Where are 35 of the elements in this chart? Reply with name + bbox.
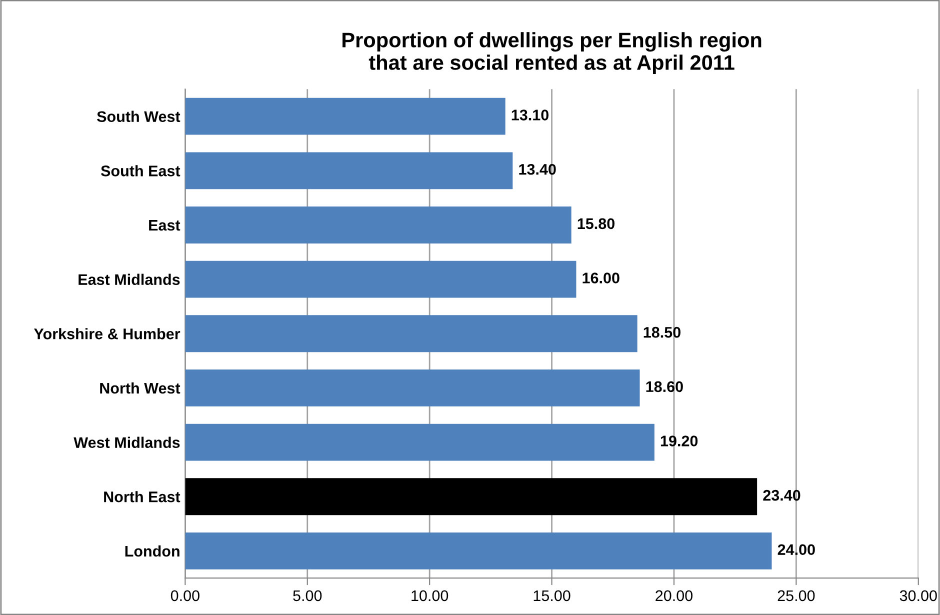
y-tick-label: Yorkshire & Humber <box>34 328 180 340</box>
data-label: 18.60 <box>646 381 683 392</box>
bar <box>185 478 758 516</box>
y-tick-label: North East <box>104 491 180 502</box>
y-tick-label: South East <box>100 165 180 176</box>
x-tick-label: 20.00 <box>656 590 692 602</box>
bar <box>185 315 638 352</box>
bar <box>185 532 772 570</box>
data-label: 24.00 <box>778 544 815 556</box>
y-tick-label: East <box>149 220 180 231</box>
x-tick-label: 0.00 <box>170 590 200 602</box>
bar <box>185 98 506 135</box>
x-tick-label: 5.00 <box>293 590 322 602</box>
data-label: 16.00 <box>582 272 620 284</box>
data-label: 13.10 <box>512 110 549 120</box>
bar <box>185 152 513 190</box>
bar <box>185 369 640 406</box>
data-label: 15.80 <box>578 218 614 230</box>
bar <box>185 260 576 298</box>
data-label: 13.40 <box>519 164 556 175</box>
y-tick-label: West Midlands <box>74 436 180 448</box>
y-tick-label: East Midlands <box>78 274 180 285</box>
y-tick-label: London <box>125 545 180 557</box>
bar <box>185 424 654 461</box>
x-tick-label: 10.00 <box>412 590 448 602</box>
x-tick-label: 25.00 <box>778 590 815 602</box>
y-tick-label: North West <box>100 382 180 394</box>
data-label: 19.20 <box>660 436 698 446</box>
y-tick-label: South West <box>97 110 180 122</box>
x-tick-label: 15.00 <box>534 590 570 602</box>
data-label: 18.50 <box>644 326 680 338</box>
bar <box>185 206 572 244</box>
chart-title: Proportion of dwellings per English region that are social rented as at April 2011 <box>342 32 762 74</box>
data-label: 23.40 <box>763 490 800 501</box>
x-tick-label: 30.00 <box>900 590 937 602</box>
